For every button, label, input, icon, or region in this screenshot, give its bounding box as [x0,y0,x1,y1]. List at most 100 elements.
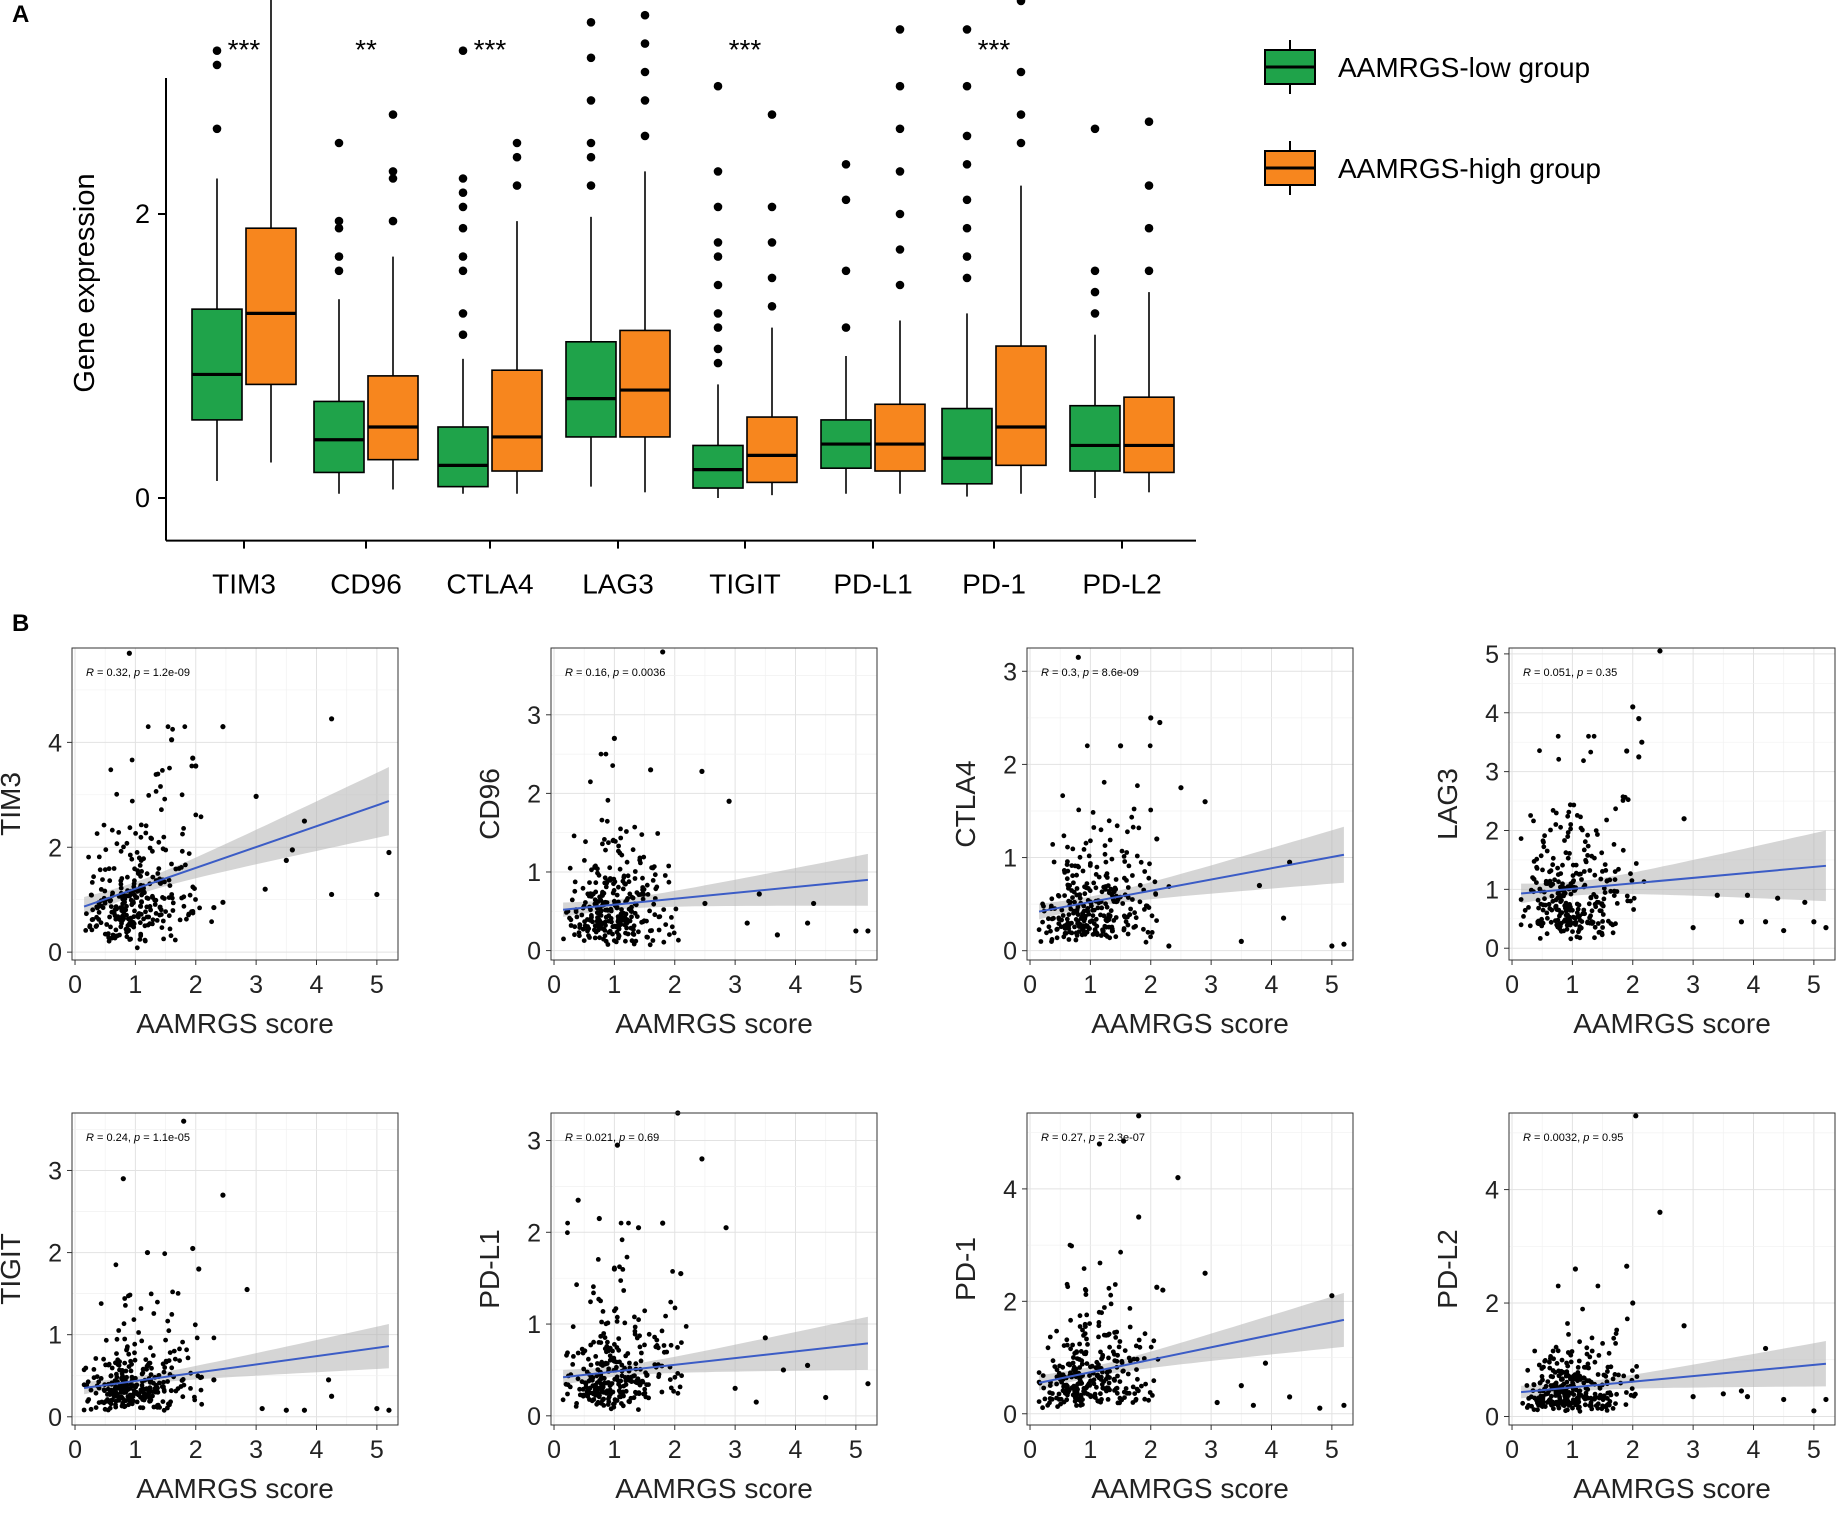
y-tick-label: 0 [48,939,62,967]
data-point [1526,905,1531,910]
data-point [633,1361,639,1367]
outlier-point [767,202,777,212]
data-point [581,938,587,943]
data-point [1550,862,1556,868]
x-tick-label: 3 [249,1436,263,1464]
annotation-text: = [1049,1132,1062,1144]
data-point-outlier [614,1142,621,1148]
data-point [160,1399,166,1404]
data-point [1114,1358,1120,1364]
x-tick-label: 2 [189,1436,203,1464]
data-point [1555,865,1560,871]
data-point [679,1340,684,1345]
p-value: 0.0036 [632,667,666,679]
y-axis-label: LAG3 [1432,768,1463,840]
data-point [1599,850,1605,856]
data-point-outlier [1166,943,1172,949]
data-point [1577,1339,1582,1345]
data-point [634,914,640,919]
data-point [619,1237,625,1243]
data-point [1540,838,1546,844]
data-point [1593,828,1599,833]
data-point [1142,1396,1148,1402]
data-point [157,912,163,918]
data-point [1081,903,1087,909]
data-point [1537,748,1542,754]
data-point [1069,863,1075,868]
data-point [162,1365,168,1370]
data-point [591,1391,597,1397]
data-point [1070,846,1076,852]
data-point [637,1333,642,1339]
data-point [1128,1358,1133,1364]
data-point [179,1378,185,1383]
data-point-outlier [1802,899,1808,905]
data-point [1093,1395,1098,1400]
outlier-point [1144,181,1154,190]
data-point [1553,1391,1559,1396]
data-point [1546,901,1552,907]
data-point-outlier [804,1362,811,1368]
data-point [170,900,176,906]
data-point-outlier [1117,743,1124,749]
data-point [96,1379,102,1385]
data-point [587,1397,592,1402]
data-point [1065,1383,1070,1389]
data-point-outlier [1681,1323,1687,1329]
annotation-text: R [1041,667,1049,679]
data-point [192,886,197,891]
data-point [1531,818,1536,824]
data-point-outlier [328,1393,335,1399]
x-axis-label: AAMRGS score [1573,1473,1771,1504]
data-point-outlier [865,1381,871,1387]
data-point [141,916,147,922]
data-point [610,1348,615,1354]
data-point-outlier [1572,1266,1579,1272]
data-point [1589,1406,1595,1412]
data-point [1548,883,1554,889]
data-point [1580,911,1586,917]
data-point [1600,919,1605,924]
data-point [1090,913,1096,918]
data-point [1612,877,1618,882]
annotation-text: R [565,1132,573,1144]
data-point [641,892,646,897]
data-point [1588,1400,1594,1405]
outlier-point [586,18,596,27]
data-point [119,1371,125,1376]
data-point [1542,1358,1548,1364]
data-point [107,878,113,884]
data-point [1055,893,1061,898]
data-point [138,931,144,937]
data-point-outlier [1775,895,1781,901]
outlier-point [767,273,777,283]
data-point [86,1397,92,1402]
data-point [628,925,634,931]
data-point [1040,1405,1045,1411]
data-point [1068,1317,1073,1323]
data-point [1074,892,1080,898]
data-point [173,866,179,872]
data-point [99,1399,105,1405]
data-point [646,1395,651,1401]
data-point [1589,1335,1595,1341]
data-point [1612,1372,1618,1377]
data-point-outlier [328,891,335,898]
data-point-outlier [660,649,666,655]
data-point [1557,1396,1563,1402]
data-point [1592,924,1598,930]
data-point [187,892,193,898]
data-point [1125,931,1131,937]
data-point [1057,1363,1062,1369]
outlier-point [962,160,972,169]
annotation-text: , [1083,1132,1089,1144]
data-point [125,874,130,880]
data-point [1573,1373,1579,1378]
data-point [1136,1337,1142,1343]
data-point [1086,911,1092,917]
data-point [1629,878,1635,883]
outlier-point [334,138,344,148]
data-point [91,1375,97,1381]
data-point [1084,1312,1090,1318]
data-point [1581,847,1587,853]
